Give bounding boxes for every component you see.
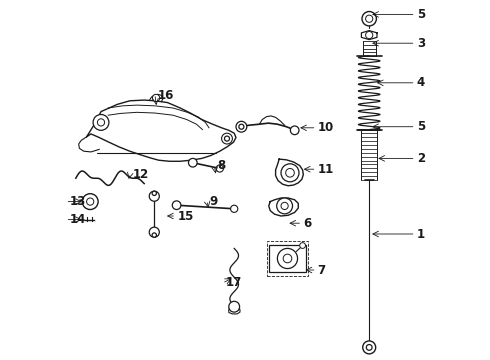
Circle shape xyxy=(216,165,223,172)
Circle shape xyxy=(281,202,288,210)
Text: 4: 4 xyxy=(416,76,425,89)
Text: 5: 5 xyxy=(416,8,425,21)
Circle shape xyxy=(149,227,159,237)
Circle shape xyxy=(300,243,305,248)
Text: 11: 11 xyxy=(318,163,334,176)
Circle shape xyxy=(149,191,159,201)
Text: 7: 7 xyxy=(318,264,326,276)
Circle shape xyxy=(286,168,294,177)
Text: 10: 10 xyxy=(318,121,334,134)
Text: 12: 12 xyxy=(132,168,148,181)
Circle shape xyxy=(152,191,156,195)
Circle shape xyxy=(172,201,181,210)
Text: 9: 9 xyxy=(210,195,218,208)
Circle shape xyxy=(236,121,247,132)
Text: 6: 6 xyxy=(303,217,312,230)
Text: 5: 5 xyxy=(416,120,425,133)
Circle shape xyxy=(221,133,232,144)
Text: 3: 3 xyxy=(416,37,425,50)
Text: 16: 16 xyxy=(157,89,174,102)
Text: 8: 8 xyxy=(217,159,225,172)
Text: 1: 1 xyxy=(416,228,425,240)
Circle shape xyxy=(224,136,229,141)
Circle shape xyxy=(229,301,240,312)
Circle shape xyxy=(239,124,244,129)
Circle shape xyxy=(231,205,238,212)
FancyBboxPatch shape xyxy=(269,245,306,272)
Text: 14: 14 xyxy=(69,213,86,226)
Circle shape xyxy=(93,114,109,130)
Circle shape xyxy=(291,126,299,135)
Circle shape xyxy=(281,164,299,182)
Circle shape xyxy=(152,233,156,237)
Circle shape xyxy=(283,254,292,263)
Text: 15: 15 xyxy=(177,210,194,222)
Circle shape xyxy=(362,12,376,26)
Circle shape xyxy=(189,158,197,167)
Text: 2: 2 xyxy=(416,152,425,165)
Circle shape xyxy=(152,94,160,102)
Circle shape xyxy=(277,198,293,214)
Circle shape xyxy=(366,31,373,39)
Circle shape xyxy=(82,194,98,210)
Circle shape xyxy=(98,119,104,126)
Circle shape xyxy=(363,341,376,354)
Circle shape xyxy=(367,345,372,350)
Circle shape xyxy=(366,15,373,22)
Circle shape xyxy=(87,198,94,205)
Circle shape xyxy=(277,248,297,269)
Text: 13: 13 xyxy=(69,195,86,208)
Text: 17: 17 xyxy=(226,276,242,289)
